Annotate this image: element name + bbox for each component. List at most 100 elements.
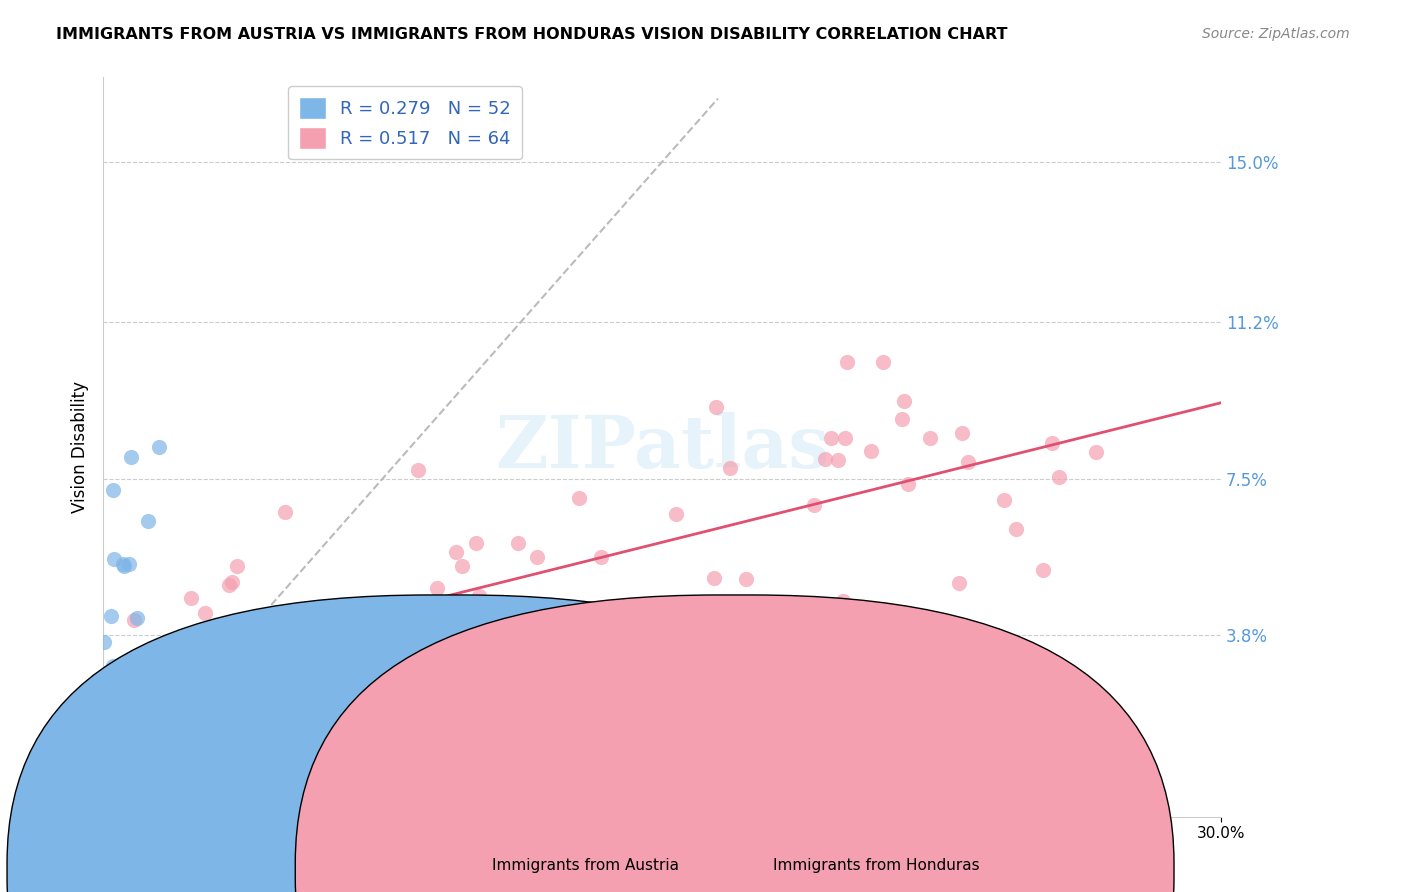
Point	[704, 400, 727, 414]
Text: Immigrants from Honduras: Immigrants from Honduras	[773, 858, 980, 872]
Point	[467, 589, 489, 603]
Point	[426, 671, 449, 685]
Point	[105, 803, 128, 817]
Text: ZIPatlas: ZIPatlas	[495, 411, 830, 483]
Point	[173, 678, 195, 692]
Point	[918, 431, 941, 445]
Point	[103, 483, 125, 497]
Point	[117, 747, 139, 762]
Point	[508, 536, 530, 550]
Point	[115, 809, 138, 823]
Point	[104, 672, 127, 686]
Point	[274, 505, 297, 519]
Point	[897, 477, 920, 491]
Point	[827, 452, 849, 467]
Point	[166, 731, 188, 745]
Point	[1004, 522, 1026, 536]
Point	[288, 606, 311, 620]
Point	[1040, 435, 1063, 450]
Point	[180, 591, 202, 605]
Point	[104, 793, 127, 807]
Point	[406, 463, 429, 477]
Point	[101, 797, 124, 811]
Point	[136, 714, 159, 729]
Point	[120, 450, 142, 465]
Point	[125, 611, 148, 625]
Point	[103, 552, 125, 566]
Point	[136, 514, 159, 528]
Point	[108, 783, 131, 797]
Point	[834, 431, 856, 445]
Point	[1032, 563, 1054, 577]
Point	[96, 867, 118, 881]
Point	[226, 559, 249, 574]
Point	[112, 557, 135, 571]
Point	[93, 737, 115, 751]
Point	[93, 635, 115, 649]
Point	[129, 646, 152, 660]
Point	[703, 571, 725, 585]
Point	[425, 581, 447, 595]
Point	[1047, 470, 1070, 484]
Point	[194, 606, 217, 620]
Point	[526, 550, 548, 565]
Point	[103, 658, 125, 673]
Legend: R = 0.279   N = 52, R = 0.517   N = 64: R = 0.279 N = 52, R = 0.517 N = 64	[288, 87, 522, 160]
Point	[957, 455, 980, 469]
Point	[221, 575, 243, 590]
Point	[115, 657, 138, 672]
Point	[506, 721, 529, 735]
Point	[103, 734, 125, 748]
Point	[94, 819, 117, 833]
Point	[100, 687, 122, 701]
Y-axis label: Vision Disability: Vision Disability	[72, 381, 89, 513]
Point	[872, 354, 894, 368]
Point	[585, 689, 607, 703]
Point	[890, 412, 912, 426]
Point	[657, 610, 679, 624]
Point	[124, 613, 146, 627]
Point	[148, 815, 170, 830]
Text: Immigrants from Austria: Immigrants from Austria	[492, 858, 679, 872]
Point	[1084, 445, 1107, 459]
Point	[101, 783, 124, 797]
Point	[444, 544, 467, 558]
Point	[98, 823, 121, 838]
Point	[105, 748, 128, 763]
Point	[100, 690, 122, 704]
Point	[107, 731, 129, 745]
Point	[98, 852, 121, 866]
Point	[112, 558, 135, 573]
Point	[803, 498, 825, 512]
Point	[180, 673, 202, 688]
Point	[97, 817, 120, 831]
Point	[120, 684, 142, 698]
Point	[122, 667, 145, 681]
Point	[831, 594, 853, 608]
Point	[592, 615, 614, 629]
Point	[148, 440, 170, 454]
Point	[735, 572, 758, 586]
Point	[451, 558, 474, 573]
Point	[837, 355, 859, 369]
Point	[142, 742, 165, 756]
Point	[665, 507, 688, 521]
Point	[173, 715, 195, 730]
Point	[396, 596, 419, 610]
Point	[718, 461, 741, 475]
Point	[118, 557, 141, 571]
Point	[266, 681, 288, 696]
Text: IMMIGRANTS FROM AUSTRIA VS IMMIGRANTS FROM HONDURAS VISION DISABILITY CORRELATIO: IMMIGRANTS FROM AUSTRIA VS IMMIGRANTS FR…	[56, 27, 1008, 42]
Point	[860, 444, 883, 458]
Point	[541, 616, 564, 631]
Point	[131, 696, 153, 710]
Point	[347, 688, 370, 702]
Point	[97, 794, 120, 808]
Point	[464, 536, 486, 550]
Point	[950, 426, 973, 441]
Point	[893, 393, 915, 408]
Point	[97, 792, 120, 806]
Point	[568, 491, 591, 505]
Point	[948, 576, 970, 591]
Point	[820, 432, 842, 446]
